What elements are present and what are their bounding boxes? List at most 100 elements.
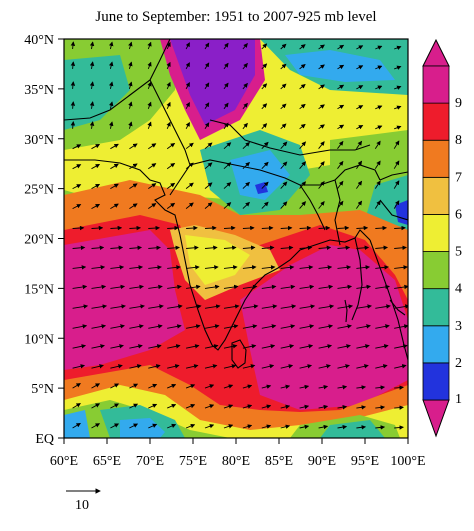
wind-vector (318, 201, 325, 209)
wind-vector (89, 41, 95, 50)
wind-vector (204, 225, 217, 231)
wind-vector (394, 265, 408, 270)
wind-vector (223, 364, 237, 369)
wind-vector (337, 44, 345, 50)
wind-vector (261, 245, 275, 250)
wind-vector (375, 304, 391, 309)
wind-vector (204, 182, 213, 189)
wind-vector (280, 304, 297, 309)
wind-vector (109, 121, 114, 129)
wind-vector (242, 384, 253, 389)
wind-vector (318, 344, 333, 349)
wind-vector (375, 65, 383, 70)
lon-tick-label: 95°E (351, 454, 379, 469)
wind-vector (110, 324, 125, 329)
wind-vector (280, 404, 291, 410)
wind-vector (261, 63, 268, 70)
lon-tick-label: 70°E (136, 454, 164, 469)
wind-vector (337, 140, 344, 149)
wind-vector (91, 225, 104, 231)
wind-vector (318, 404, 329, 410)
wind-vector (223, 404, 234, 409)
wind-vector (110, 304, 126, 309)
wind-vector (337, 385, 348, 390)
wind-vector (204, 424, 215, 429)
wind-vector (185, 202, 194, 209)
wind-vector (185, 182, 194, 189)
lat-tick-label: 35°N (24, 83, 54, 98)
wind-vector (242, 141, 250, 150)
wind-vector (129, 383, 139, 389)
wind-vector (186, 265, 200, 270)
wind-vector (242, 304, 259, 309)
wind-vector (356, 425, 367, 430)
wind-vector (299, 161, 306, 169)
wind-vector (337, 265, 352, 270)
wind-vector (356, 105, 364, 110)
wind-vector (242, 82, 248, 90)
wind-vector (242, 284, 258, 290)
wind-vector (204, 82, 210, 90)
wind-vector (167, 284, 182, 290)
wind-vector (318, 44, 325, 50)
wind-vector (91, 183, 101, 189)
wind-vector (129, 304, 145, 309)
wind-vector (299, 123, 306, 130)
wind-vector (394, 425, 404, 430)
wind-vector (167, 324, 182, 329)
wind-vector (375, 344, 389, 349)
wind-vector (318, 245, 332, 250)
wind-vector (375, 425, 386, 430)
wind-vector (185, 62, 190, 70)
wind-vector (147, 101, 152, 109)
wind-vector (70, 61, 76, 69)
wind-vector (72, 184, 82, 190)
colorbar-label: 2 (455, 356, 462, 371)
colorbar-label: 3 (455, 319, 462, 334)
wind-vector (280, 384, 291, 390)
wind-vector (356, 125, 364, 130)
wind-vector (72, 304, 89, 309)
wind-vector (394, 344, 408, 349)
wind-vector (148, 203, 157, 209)
wind-vector (185, 404, 196, 409)
colorbar-swatch (422, 65, 450, 104)
wind-vector (318, 141, 325, 149)
wind-vector (318, 265, 333, 270)
lat-tick-label: 25°N (24, 183, 54, 198)
wind-vector (223, 344, 238, 349)
wind-vector (185, 42, 190, 50)
wind-vector (185, 162, 194, 170)
lon-tick-label: 100°E (390, 454, 425, 469)
colorbar-label: 4 (455, 282, 462, 297)
colorbar-label: 9 (455, 96, 462, 111)
wind-vector (374, 200, 381, 209)
wind-vector (147, 121, 152, 129)
wind-vector (70, 121, 76, 129)
lon-tick-label: 90°E (308, 454, 336, 469)
wind-vector (223, 122, 229, 130)
wind-vector (185, 364, 199, 369)
wind-vector (280, 201, 288, 209)
wind-vector (129, 245, 143, 250)
wind-vector (91, 164, 101, 170)
wind-vector (375, 225, 388, 231)
colorbar-swatch (422, 176, 450, 215)
wind-vector (110, 163, 119, 170)
wind-vector (110, 344, 124, 349)
wind-vector (337, 64, 345, 70)
wind-vector (204, 404, 215, 409)
wind-vector (356, 265, 371, 270)
wind-vector (128, 61, 133, 70)
wind-vector (318, 84, 325, 90)
wind-vector (91, 304, 108, 309)
wind-vector (186, 304, 202, 309)
wind-vector (242, 364, 256, 369)
colorbar-lower-extension (422, 399, 450, 438)
wind-vector (299, 84, 306, 90)
wind-vector (223, 245, 237, 250)
wind-vector (337, 104, 345, 110)
wind-vector (337, 424, 348, 430)
wind-vector (242, 424, 253, 429)
